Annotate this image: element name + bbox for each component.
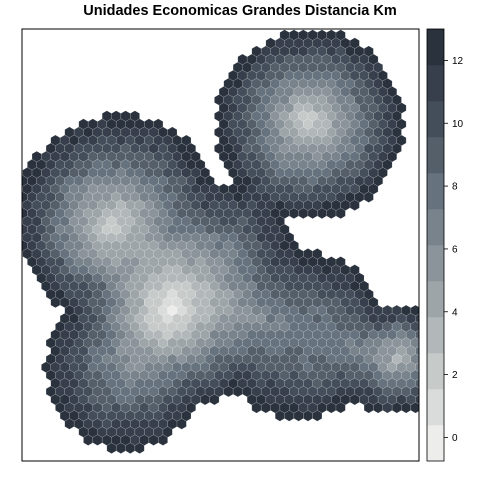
legend-swatch xyxy=(427,65,444,101)
legend-tick-label: 2 xyxy=(452,370,458,381)
legend-swatch xyxy=(427,245,444,281)
hex-cells xyxy=(13,30,425,454)
legend-swatch xyxy=(427,209,444,245)
legend-swatch xyxy=(427,137,444,173)
legend-tick-label: 8 xyxy=(452,182,458,193)
legend-swatch xyxy=(427,389,444,425)
legend-swatch xyxy=(427,317,444,353)
legend-swatch xyxy=(427,425,444,461)
legend-tick-label: 6 xyxy=(452,244,458,255)
legend-tick-label: 10 xyxy=(452,119,464,130)
hex-cell xyxy=(13,216,22,227)
legend-tick-label: 4 xyxy=(452,307,458,318)
legend-swatch xyxy=(427,281,444,317)
legend-tick-label: 12 xyxy=(452,56,464,67)
hex-cell xyxy=(13,232,22,243)
legend-tick-label: 0 xyxy=(452,433,458,444)
legend-swatch xyxy=(427,173,444,209)
legend-swatch xyxy=(427,353,444,389)
legend-swatch xyxy=(427,29,444,65)
legend-swatch xyxy=(427,101,444,137)
hex-cell xyxy=(13,200,22,211)
color-legend: 0 2 4 6 8 10 12 xyxy=(427,29,464,461)
